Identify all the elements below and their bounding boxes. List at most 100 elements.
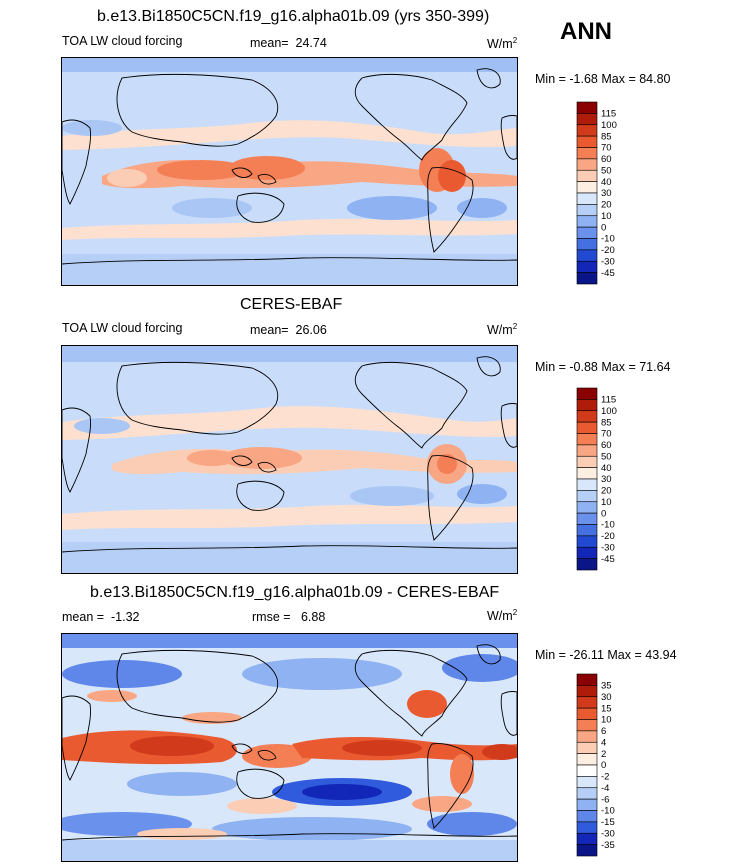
colorbar-tick-label: 60 [601,440,612,451]
panel-1-colorbar: 115 100 85 70 60 50 40 30 20 10 0 -10 -20 -30 -45 [576,101,637,285]
colorbar-swatch [576,535,598,548]
season-label: ANN [560,18,612,45]
colorbar-tick-label: 4 [601,737,606,748]
colorbar-swatch [576,512,598,525]
panel-3-minmax: Min = -26.11 Max = 43.94 [535,648,677,662]
colorbar-tick-label: -10 [601,806,615,817]
colorbar-tick-label: -30 [601,542,615,553]
colorbar-tick-label: -45 [601,268,615,279]
panel-2-minmax: Min = -0.88 Max = 71.64 [535,360,671,374]
colorbar-tick-label: 6 [601,726,606,737]
colorbar-swatch [576,101,598,114]
colorbar-tick-label: 10 [601,497,612,508]
colorbar-swatch [576,135,598,148]
panel-2-title: CERES-EBAF [240,296,343,313]
colorbar-tick-label: 30 [601,188,612,199]
panel-3-title: b.e13.Bi1850C5CN.f19_g16.alpha01b.09 - C… [90,584,500,601]
colorbar-swatch [576,787,598,800]
colorbar-tick-label: 70 [601,143,612,154]
colorbar-swatch [576,741,598,754]
colorbar-swatch [576,215,598,228]
colorbar-swatch [576,169,598,182]
colorbar-swatch [576,776,598,789]
panel-3-mean: mean = -1.32 [62,610,140,624]
colorbar-tick-label: -45 [601,554,615,565]
colorbar-tick-label: 0 [601,508,606,519]
colorbar-swatch [576,821,598,834]
colorbar-tick-label: 10 [601,715,612,726]
colorbar-tick-label: 115 [601,109,616,120]
colorbar-tick-label: 50 [601,451,612,462]
colorbar-swatch [576,673,598,686]
colorbar-swatch [576,798,598,811]
colorbar-swatch [576,810,598,823]
colorbar-tick-label: 10 [601,211,612,222]
colorbar-tick-label: -30 [601,828,615,839]
panel-2-units: W/m2 [487,322,518,338]
colorbar-tick-label: 100 [601,120,617,131]
colorbar-swatch [576,478,598,491]
colorbar-swatch [576,558,598,571]
colorbar-tick-label: 20 [601,200,612,211]
colorbar-tick-label: 30 [601,692,612,703]
colorbar-swatch [576,524,598,537]
colorbar-tick-label: 85 [601,417,612,428]
colorbar-swatch [576,410,598,423]
colorbar-tick-label: 115 [601,395,616,406]
colorbar-swatch [576,832,598,845]
colorbar-tick-label: 85 [601,131,612,142]
colorbar-tick-label: -15 [601,817,615,828]
panel-1-variable-label: TOA LW cloud forcing [62,34,183,48]
colorbar-tick-label: -10 [601,520,615,531]
colorbar-swatch [576,387,598,400]
colorbar-tick-label: 70 [601,429,612,440]
panel-3-units: W/m2 [487,608,518,624]
colorbar-tick-label: 2 [601,749,606,760]
colorbar-swatch [576,204,598,217]
colorbar-swatch [576,719,598,732]
colorbar-tick-label: -20 [601,531,615,542]
colorbar-tick-label: 60 [601,154,612,165]
colorbar-swatch [576,546,598,559]
colorbar-swatch [576,158,598,171]
colorbar-swatch [576,490,598,503]
colorbar-swatch [576,433,598,446]
colorbar-tick-label: 50 [601,165,612,176]
colorbar-swatch [576,696,598,709]
panel-1-title: b.e13.Bi1850C5CN.f19_g16.alpha01b.09 (yr… [97,8,490,25]
panel-1-minmax: Min = -1.68 Max = 84.80 [535,72,671,86]
panel-1-map [61,57,518,286]
colorbar-swatch [576,501,598,514]
colorbar-swatch [576,455,598,468]
colorbar-swatch [576,730,598,743]
colorbar-swatch [576,444,598,457]
colorbar-swatch [576,260,598,273]
colorbar-tick-label: 0 [601,760,606,771]
colorbar-tick-label: -2 [601,772,609,783]
colorbar-tick-label: 0 [601,222,606,233]
colorbar-tick-label: -10 [601,234,615,245]
colorbar-swatch [576,238,598,251]
colorbar-tick-label: -20 [601,245,615,256]
colorbar-swatch [576,113,598,126]
panel-1-mean: mean= 24.74 [250,36,327,50]
panel-3-colorbar: 35 30 15 10 6 4 2 0 -2 -4 -6 -10 -15 -30 -35 [576,673,637,857]
colorbar-tick-label: 35 [601,681,612,692]
colorbar-tick-label: 15 [601,703,612,714]
colorbar-tick-label: -35 [601,840,615,851]
colorbar-swatch [576,764,598,777]
colorbar-swatch [576,399,598,412]
colorbar-swatch [576,707,598,720]
colorbar-tick-label: -6 [601,794,609,805]
colorbar-swatch [576,226,598,239]
panel-3-rmse: rmse = 6.88 [252,610,326,624]
colorbar-swatch [576,124,598,137]
colorbar-swatch [576,147,598,160]
colorbar-tick-label: 40 [601,463,612,474]
panel-2-colorbar: 115 100 85 70 60 50 40 30 20 10 0 -10 -20 -30 -45 [576,387,637,571]
colorbar-tick-label: 100 [601,406,617,417]
colorbar-swatch [576,844,598,857]
colorbar-tick-label: -4 [601,783,609,794]
panel-2-variable-label: TOA LW cloud forcing [62,321,183,335]
panel-1-units: W/m2 [487,36,518,52]
